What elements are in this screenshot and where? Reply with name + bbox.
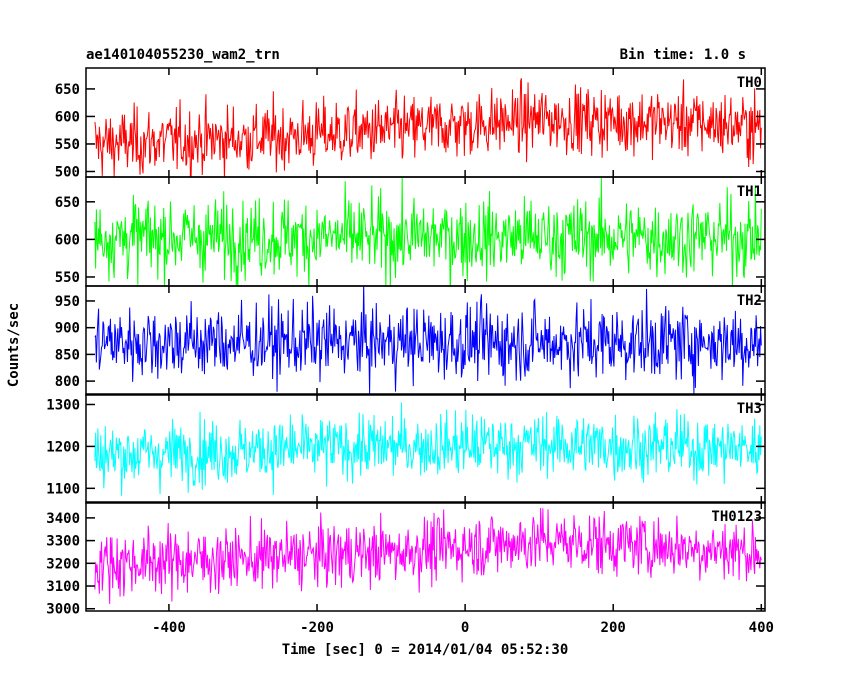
series-line-th0123 (94, 507, 762, 604)
panels-group: 500 550 600 650 TH0 550 600 650 TH1 800 850 900 950 T… (46, 67, 766, 618)
y-tick-label: 3000 (46, 602, 80, 618)
y-tick-label: 650 (55, 82, 80, 98)
y-tick-label: 3200 (46, 556, 80, 572)
series-line-th3 (94, 402, 762, 496)
panel-th2: 800 850 900 950 TH2 (55, 285, 766, 396)
y-tick-label: 850 (55, 347, 80, 363)
panel-th0123: 3000 3100 3200 3300 3400 TH0123 (46, 501, 766, 618)
x-tick-label: -200 (300, 620, 334, 636)
panel-frame (85, 285, 766, 396)
panel-th3: 1100 1200 1300 TH3 (46, 393, 766, 504)
y-tick-label: 900 (55, 321, 80, 337)
x-tick-label: -400 (152, 620, 186, 636)
panel-frame (85, 67, 766, 178)
x-axis-label: Time [sec] 0 = 2014/01/04 05:52:30 (282, 642, 569, 658)
panel-label-th0: TH0 (737, 75, 762, 91)
y-tick-label: 1300 (46, 397, 80, 413)
panel-label-th0123: TH0123 (711, 509, 762, 525)
y-tick-label: 3400 (46, 511, 80, 527)
panel-frame (85, 393, 766, 504)
panel-frame (85, 501, 766, 612)
y-tick-label: 800 (55, 374, 80, 390)
x-tick-label: 400 (749, 620, 774, 636)
x-axis: -400 -200 0 200 400 (152, 620, 774, 636)
panel-label-th3: TH3 (737, 401, 762, 417)
plot-title: ae140104055230_wam2_trn (86, 47, 280, 63)
panel-th0: 500 550 600 650 TH0 (55, 67, 766, 180)
y-tick-label: 3100 (46, 579, 80, 595)
panel-label-th1: TH1 (737, 184, 762, 200)
x-tick-label: 0 (461, 620, 469, 636)
y-tick-label: 550 (55, 137, 80, 153)
series-line-th0 (94, 78, 762, 177)
panel-frame (85, 176, 766, 287)
y-tick-label: 950 (55, 294, 80, 310)
y-tick-label: 3300 (46, 534, 80, 550)
y-tick-label: 650 (55, 195, 80, 211)
y-axis-label: Counts/sec (6, 303, 22, 387)
y-tick-label: 600 (55, 109, 80, 125)
bin-time-label: Bin time: 1.0 s (620, 47, 746, 63)
panel-label-th2: TH2 (737, 293, 762, 309)
y-tick-label: 1100 (46, 481, 80, 497)
y-tick-label: 550 (55, 270, 80, 286)
y-tick-label: 600 (55, 232, 80, 248)
x-tick-label: 200 (601, 620, 626, 636)
y-tick-label: 500 (55, 164, 80, 180)
series-line-th1 (94, 177, 762, 286)
series-line-th2 (94, 286, 762, 395)
y-tick-label: 1200 (46, 439, 80, 455)
panel-th1: 550 600 650 TH1 (55, 176, 766, 287)
